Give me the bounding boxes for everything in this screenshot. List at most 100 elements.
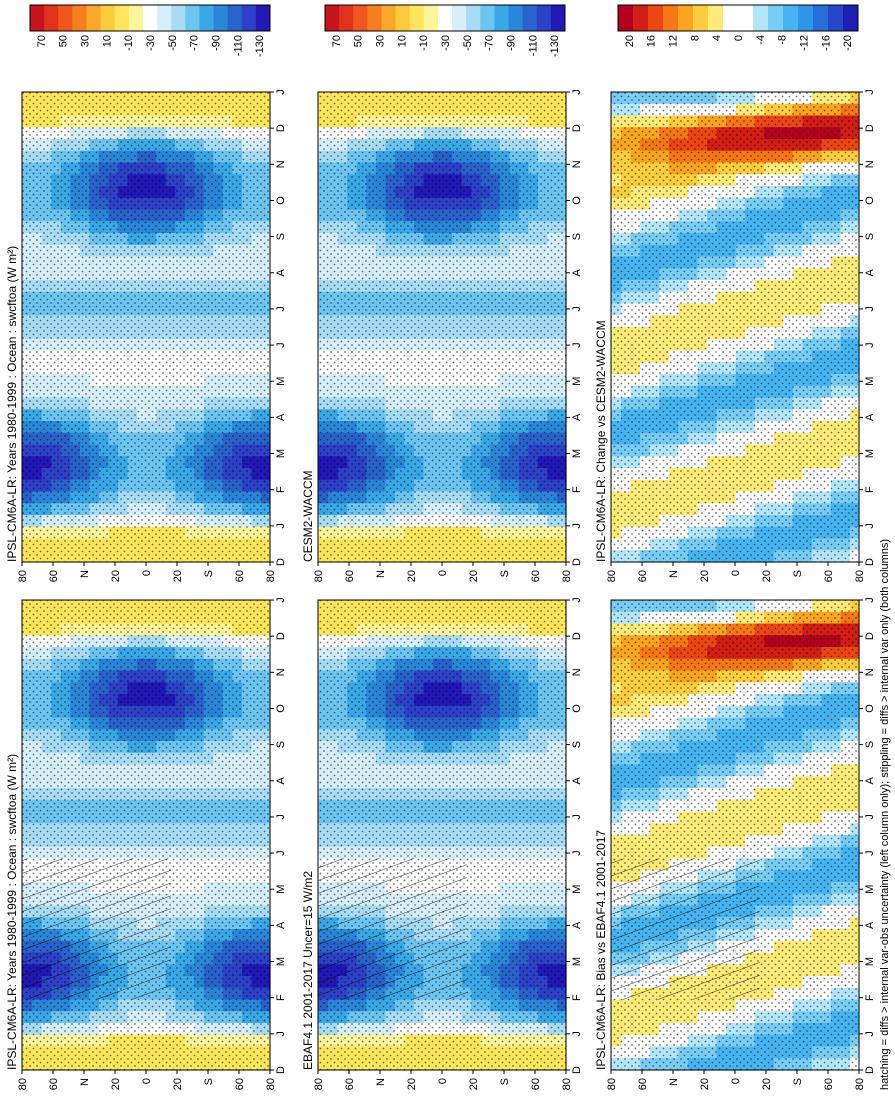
hatch-overlay (318, 858, 467, 1000)
lat-tick-label: 20 (468, 1078, 480, 1090)
panel-p3: 70503010-10-30-50-70-90-110-1308060N2002… (301, 597, 583, 1090)
colorbar-tick-label: -130 (254, 35, 266, 57)
month-tick-label: J (571, 597, 583, 603)
lat-tick-label: 60 (234, 1078, 246, 1090)
month-tick-label: A (275, 776, 287, 784)
colorbar-tick-label: -10 (418, 35, 430, 51)
lat-tick-label: S (499, 1078, 511, 1085)
colorbar-swatch (86, 5, 102, 31)
month-tick-label: J (275, 1031, 287, 1037)
colorbar-swatch (171, 5, 186, 31)
month-tick-label: A (571, 413, 583, 421)
month-tick-label: N (275, 668, 287, 676)
lat-tick-label: 20 (172, 1078, 184, 1090)
colorbar-tick-label: 70 (36, 35, 48, 47)
lat-tick-label: 80 (265, 570, 277, 582)
panel-p5: 201612840-4-8-12-16-208060N20020S6080DJF… (594, 597, 876, 1090)
month-tick-label: M (275, 957, 287, 966)
colorbar-frame (324, 4, 566, 32)
colorbar-swatch (536, 5, 552, 31)
colorbar-tick-label: -30 (440, 35, 452, 51)
colorbar-tick-label: -130 (549, 35, 561, 57)
month-tick-label: O (571, 704, 583, 713)
colorbar-swatch (367, 5, 382, 31)
month-tick-label: M (275, 377, 287, 386)
colorbar-tick-label: -50 (462, 35, 474, 51)
lat-tick-label: 80 (265, 1078, 277, 1090)
colorbar-tick-label: 30 (80, 35, 92, 47)
colorbar-swatch (185, 5, 200, 31)
month-tick-label: F (275, 994, 287, 1001)
colorbar-tick-label: 70 (331, 35, 343, 47)
colorbar-tick-label: -90 (505, 35, 517, 51)
colorbar-swatch (241, 5, 257, 31)
lat-tick-label: 80 (313, 1078, 325, 1090)
colorbar-tick-label: 50 (353, 35, 365, 47)
lat-tick-label: 60 (530, 1078, 542, 1090)
lat-tick-label: S (203, 570, 215, 577)
month-tick-label: N (275, 160, 287, 168)
colorbar-tick-label: -110 (527, 35, 539, 56)
month-tick-label: N (571, 160, 583, 168)
lat-tick-label: 0 (437, 1078, 449, 1084)
month-tick-label: S (571, 741, 583, 748)
month-tick-label: J (571, 306, 583, 312)
colorbar-p2: 70 50 30 10 -10 -30 -50 -70 -90 -110 -130 (29, 4, 271, 57)
month-tick-label: A (275, 268, 287, 276)
month-tick-label: J (571, 850, 583, 856)
colorbar-swatch (213, 5, 229, 31)
colorbar-swatch (480, 5, 495, 31)
month-tick-label: M (571, 377, 583, 386)
month-tick-label: D (275, 1066, 287, 1074)
month-tick-label: M (275, 449, 287, 458)
month-tick-label: F (571, 486, 583, 493)
month-tick-label: J (275, 89, 287, 95)
colorbar-swatch (128, 5, 144, 31)
month-tick-label: S (275, 741, 287, 748)
lat-tick-label: 80 (561, 570, 573, 582)
lat-tick-label: 20 (406, 1078, 418, 1090)
colorbar-swatch (114, 5, 130, 31)
colorbar-swatch (437, 5, 453, 31)
colorbar-swatch (339, 5, 354, 31)
month-tick-label: D (571, 558, 583, 566)
month-tick-label: D (275, 124, 287, 132)
lat-tick-label: N (375, 1078, 387, 1086)
colorbar-swatch (30, 5, 45, 31)
month-tick-label: O (275, 196, 287, 205)
colorbar-swatch (255, 5, 271, 31)
colorbar-swatch (466, 5, 481, 31)
lat-tick-label: 20 (110, 570, 122, 582)
panel-title: IPSL-CM6A-LR: Years 1980-1999 : Ocean : … (5, 246, 19, 562)
lat-tick-label: 20 (110, 1078, 122, 1090)
colorbar-swatch (452, 5, 467, 31)
colorbar-swatch (325, 5, 340, 31)
stipple-overlay (22, 92, 270, 562)
lat-tick-label: N (79, 570, 91, 578)
month-tick-label: D (275, 632, 287, 640)
lat-tick-label: 80 (561, 1078, 573, 1090)
month-tick-label: J (571, 523, 583, 529)
lat-tick-label: 60 (530, 570, 542, 582)
month-tick-label: M (571, 449, 583, 458)
colorbar-swatch (423, 5, 439, 31)
hatch-overlay (22, 858, 171, 1000)
month-tick-label: O (275, 704, 287, 713)
colorbar-swatch (157, 5, 172, 31)
lat-tick-label: 60 (344, 1078, 356, 1090)
month-tick-label: J (275, 342, 287, 348)
colorbar-swatch (395, 5, 411, 31)
lat-tick-label: 60 (48, 570, 60, 582)
colorbar-swatch (142, 5, 158, 31)
colorbar-tick-label: -70 (484, 35, 496, 51)
lat-tick-label: 0 (141, 570, 153, 576)
month-tick-label: D (571, 632, 583, 640)
colorbar-tick-label: -50 (167, 35, 179, 51)
colorbar-tick-label: -30 (145, 35, 157, 51)
month-tick-label: J (571, 342, 583, 348)
stipple-overlay (318, 92, 566, 562)
month-tick-label: M (571, 957, 583, 966)
